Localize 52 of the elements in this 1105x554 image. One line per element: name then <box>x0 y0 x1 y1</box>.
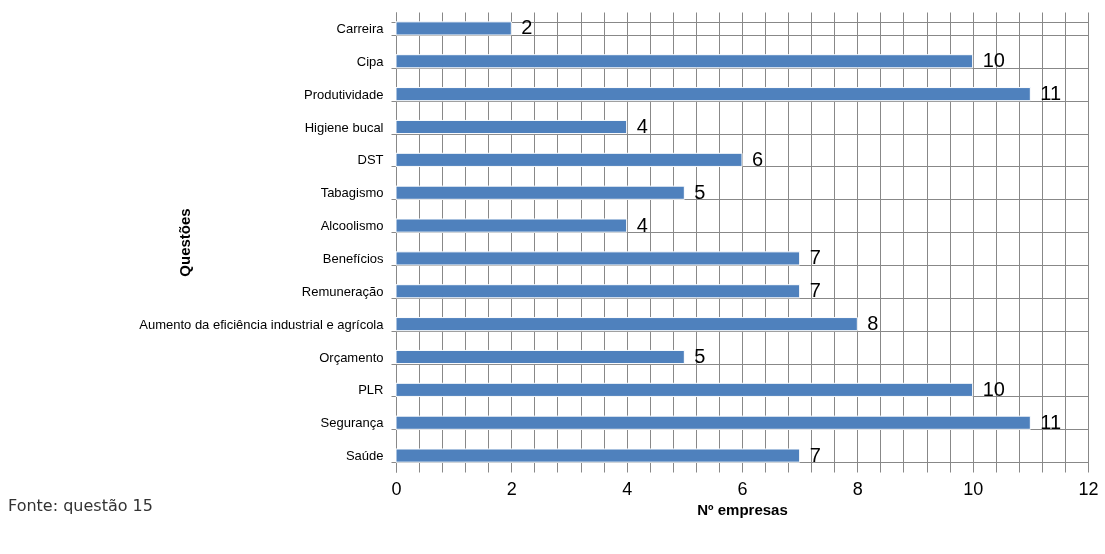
x-tick-label: 8 <box>852 478 863 499</box>
y-tick-label: Cipa <box>356 53 385 69</box>
bar <box>395 382 974 397</box>
data-label: 7 <box>809 246 821 269</box>
y-tick-label: Alcoolismo <box>320 218 384 234</box>
y-tick-label: Remuneração <box>301 283 384 299</box>
bar <box>395 317 858 332</box>
y-tick-label: Benefícios <box>322 250 384 266</box>
y-tick-label: Orçamento <box>319 349 384 365</box>
x-tick-label: 0 <box>391 478 402 499</box>
y-axis-title: Questões <box>175 208 193 277</box>
x-axis-title: Nº empresas <box>697 500 788 518</box>
data-label: 7 <box>809 279 821 302</box>
source-note: Fonte: questão 15 <box>8 496 153 515</box>
data-label: 7 <box>809 443 821 466</box>
bar <box>395 218 628 233</box>
data-label: 11 <box>1040 82 1062 105</box>
bar <box>395 54 974 69</box>
y-tick-label: Higiene bucal <box>304 119 384 135</box>
bar <box>395 119 628 135</box>
bar <box>395 185 685 200</box>
bar <box>395 415 1031 430</box>
y-tick-label: Produtividade <box>304 86 384 102</box>
x-tick-label: 4 <box>622 478 633 499</box>
bar <box>395 251 801 266</box>
data-label: 10 <box>982 49 1005 72</box>
data-label: 11 <box>1040 410 1062 433</box>
data-label: 10 <box>982 377 1005 400</box>
y-tick-label: Saúde <box>345 448 384 464</box>
bar <box>395 21 512 36</box>
data-label: 5 <box>694 345 706 367</box>
data-label: 4 <box>636 213 648 236</box>
bar <box>395 349 685 365</box>
y-tick-label: PLR <box>358 382 384 398</box>
bar <box>395 448 801 463</box>
data-label: 6 <box>752 147 764 170</box>
x-tick-label: 2 <box>506 478 517 499</box>
y-tick-label: Segurança <box>320 415 385 431</box>
data-label: 8 <box>867 312 879 335</box>
y-tick-label: Tabagismo <box>320 185 384 201</box>
y-tick-label: DST <box>357 152 384 168</box>
x-tick-label: 10 <box>963 478 984 499</box>
bar <box>395 87 1031 102</box>
x-tick-label: 6 <box>737 478 748 499</box>
x-tick-label: 12 <box>1078 478 1099 499</box>
data-label: 2 <box>521 16 533 39</box>
y-tick-label: Carreira <box>336 20 385 36</box>
bar <box>395 152 743 167</box>
bar <box>395 284 801 299</box>
y-tick-label: Aumento da eficiência industrial e agrícola <box>139 316 385 332</box>
data-label: 4 <box>636 115 648 137</box>
data-label: 5 <box>694 180 706 203</box>
